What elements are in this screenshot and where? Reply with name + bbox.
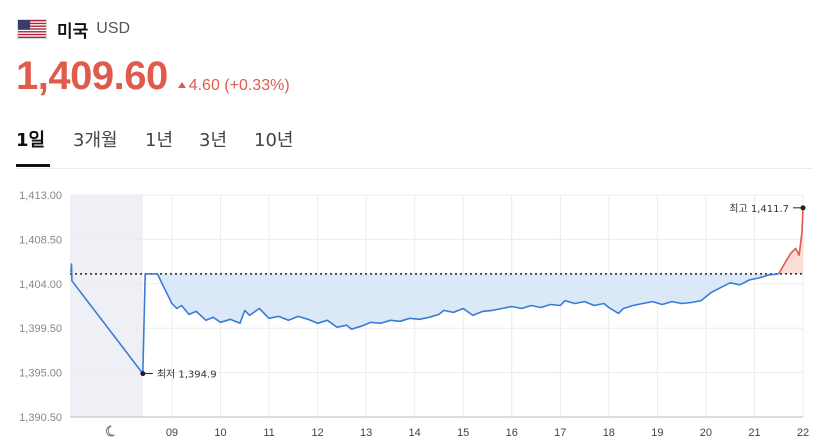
chart-fills	[157, 207, 803, 330]
price-change-value: 4.60 (+0.33%)	[188, 77, 290, 94]
y-tick-label: 1,404.00	[19, 279, 62, 291]
chart-grid	[70, 194, 804, 418]
currency-header: 미국 USD	[17, 14, 130, 44]
x-tick-label: 21	[748, 427, 760, 439]
tab-10-years[interactable]: 10년	[254, 130, 294, 151]
chart-annotations: 최저 1,394.9 최고 1,411.7	[140, 203, 806, 381]
high-point-label: 최고 1,411.7	[729, 203, 789, 215]
currency-code: USD	[96, 20, 131, 37]
x-axis-labels: 09 10 11 12 13 14 15 16 17 18 19 20 21 22	[105, 425, 809, 439]
active-tab-indicator	[16, 164, 50, 167]
x-tick-label: 11	[263, 427, 274, 439]
price-line-above	[778, 207, 804, 275]
us-flag-icon	[17, 19, 47, 39]
moon-icon	[105, 425, 115, 437]
price-change: 4.60 (+0.33%)	[177, 77, 290, 95]
y-tick-label: 1,408.50	[19, 234, 62, 246]
x-tick-label: 19	[651, 427, 663, 439]
x-tick-label: 22	[797, 427, 809, 439]
low-point-label: 최저 1,394.9	[157, 369, 217, 381]
exchange-rate-chart[interactable]: 1,413.00 1,408.50 1,404.00 1,399.50 1,395.00…	[0, 180, 815, 443]
tab-3-years[interactable]: 3년	[199, 130, 228, 151]
tab-1-day[interactable]: 1일	[16, 130, 46, 151]
country-name: 미국	[57, 21, 89, 42]
current-price: 1,409.60	[16, 54, 168, 98]
x-tick-label: 13	[360, 427, 372, 439]
x-tick-label: 20	[700, 427, 712, 439]
up-arrow-icon	[177, 82, 186, 88]
x-tick-label: 14	[409, 427, 421, 439]
x-tick-label: 17	[554, 427, 566, 439]
y-tick-label: 1,395.00	[19, 368, 62, 380]
y-tick-label: 1,413.00	[19, 190, 62, 202]
x-tick-label: 16	[506, 427, 518, 439]
night-region	[70, 195, 143, 417]
x-tick-label: 18	[603, 427, 615, 439]
x-tick-label: 10	[214, 427, 226, 439]
x-tick-label: 09	[166, 427, 178, 439]
quote-row: 1,409.60 4.60 (+0.33%)	[16, 54, 290, 99]
tab-1-year[interactable]: 1년	[145, 130, 174, 151]
above-reference-fill	[778, 207, 803, 274]
y-tick-label: 1,399.50	[19, 323, 62, 335]
price-line-below	[70, 263, 779, 375]
tab-3-months[interactable]: 3개월	[73, 130, 118, 151]
x-tick-label: 12	[311, 427, 323, 439]
y-tick-label: 1,390.50	[19, 412, 62, 424]
chart-lines	[70, 207, 804, 375]
y-axis-labels: 1,413.00 1,408.50 1,404.00 1,399.50 1,395.00…	[19, 190, 62, 424]
period-tabs: 1일 3개월 1년 3년 10년	[16, 124, 813, 169]
below-reference-fill	[157, 273, 779, 330]
x-tick-label: 15	[457, 427, 469, 439]
